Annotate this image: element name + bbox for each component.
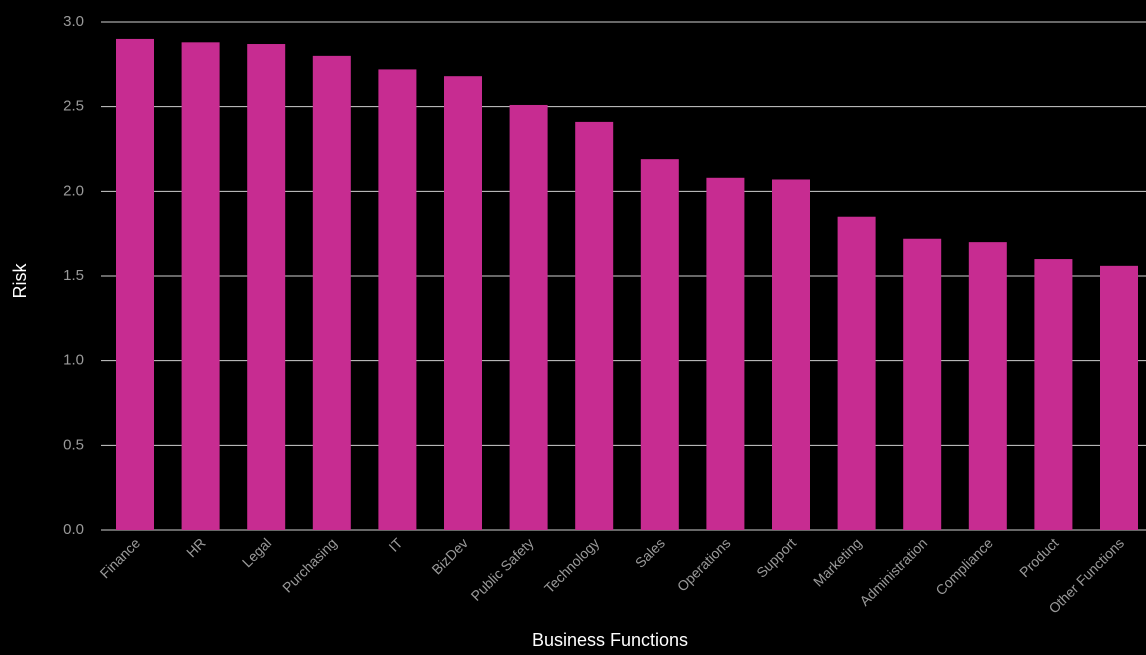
bar-technology <box>575 121 614 530</box>
y-tick-label: 1.5 <box>63 267 84 284</box>
bar-purchasing <box>312 55 351 530</box>
bar-marketing <box>837 216 876 530</box>
bar-legal <box>247 44 286 530</box>
bar-hr <box>181 42 220 530</box>
bar-sales <box>640 159 679 530</box>
y-tick-label: 0.5 <box>63 436 84 453</box>
bar-product <box>1034 259 1073 530</box>
bar-administration <box>903 238 942 530</box>
bar-public-safety <box>509 104 548 531</box>
y-tick-label: 3.0 <box>63 13 84 30</box>
bar-other-functions <box>1100 265 1138 530</box>
y-axis-title: Risk <box>10 263 30 299</box>
bar-operations <box>706 177 745 530</box>
x-axis-title: Business Functions <box>532 630 688 650</box>
y-tick-label: 2.5 <box>63 98 84 115</box>
bar-bizdev <box>444 76 482 530</box>
y-tick-label: 1.0 <box>63 352 84 369</box>
y-tick-label: 2.0 <box>63 182 84 199</box>
bar-finance <box>116 38 154 530</box>
y-axis-ticks: 0.0 0.5 1.0 1.5 2.0 2.5 3.0 <box>63 13 84 538</box>
bar-compliance <box>968 242 1007 530</box>
bars <box>116 38 1138 531</box>
bar-support <box>772 179 810 531</box>
y-tick-label: 0.0 <box>63 521 84 538</box>
bar-it <box>378 69 417 530</box>
